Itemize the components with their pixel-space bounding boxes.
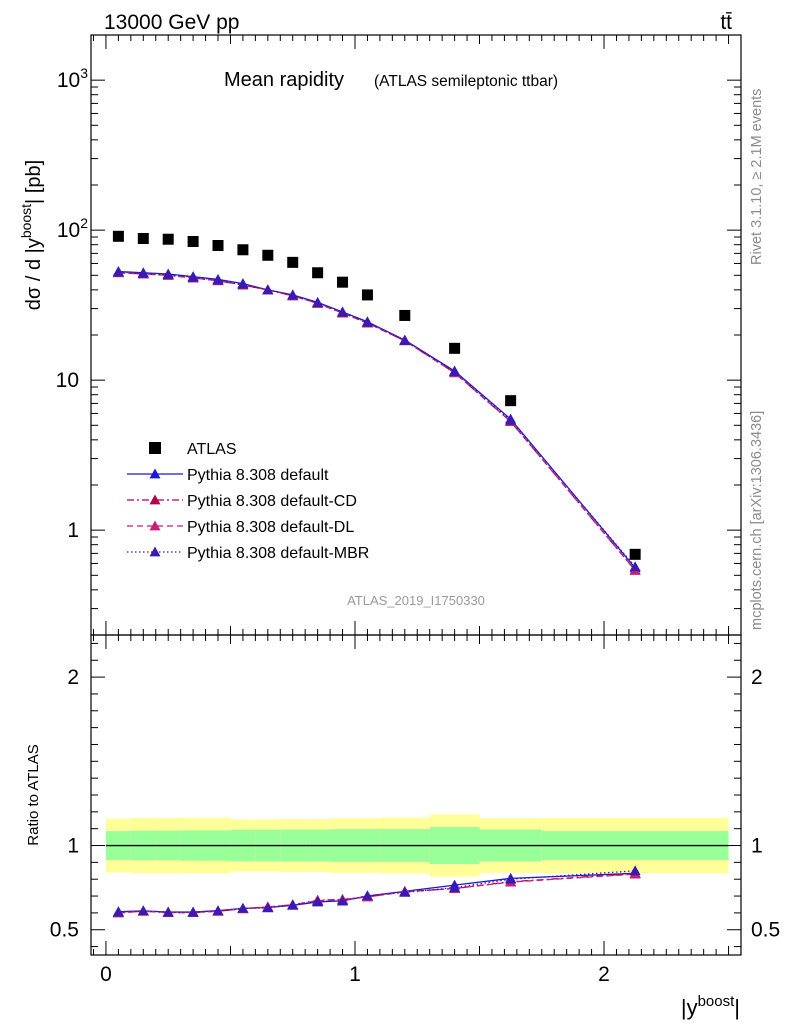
main-y-tick-label: 103 [57, 65, 88, 92]
ratio-series-3-marker [237, 902, 249, 913]
legend-marker-atlas [149, 442, 161, 454]
analysis-label: ATLAS_2019_I1750330 [347, 593, 485, 608]
legend: ATLAS Pythia 8.308 default Pythia 8.308 de… [127, 441, 369, 562]
atlas-data-point [187, 236, 199, 248]
atlas-data-point [629, 548, 641, 560]
chart-title: Mean rapidity [224, 69, 344, 91]
x-tick-label: 2 [598, 963, 610, 986]
ratio-series-3-marker [112, 906, 124, 917]
ratio-series-3-marker [337, 895, 349, 906]
main-y-tick-label: 102 [57, 215, 88, 242]
main-series-4-marker [237, 278, 249, 289]
ratio-y-tick-label-right: 1 [751, 835, 763, 858]
atlas-data-point [137, 232, 149, 244]
legend-marker [149, 520, 161, 531]
ratio-y-tick-label-right: 2 [751, 666, 763, 689]
axis-ticks [91, 34, 742, 955]
x-tick-label: 1 [349, 963, 361, 986]
energy-label: 13000 GeV pp [104, 11, 239, 34]
ratio-plot-frame [90, 634, 742, 956]
chart-subtitle: (ATLAS semileptonic ttbar) [374, 73, 558, 90]
atlas-data-point [312, 267, 324, 279]
ratio-y-tick-label-left: 2 [67, 666, 79, 689]
main-series-4-marker [287, 289, 299, 300]
legend-label: Pythia 8.308 default-MBR [187, 545, 369, 562]
legend-label: Pythia 8.308 default-DL [187, 519, 354, 536]
main-y-axis-label: dσ / d |yboost| [pb] [18, 160, 45, 310]
main-series-4-marker [162, 269, 174, 280]
axis-tick-labels: 1 10 102 103 0.5 0.5 1 1 2 2 0 1 2 [50, 65, 780, 986]
x-axis-label: |yboost| [681, 993, 740, 1020]
atlas-data-point [287, 256, 299, 268]
ratio-series-3-marker [262, 902, 274, 913]
main-series-markers [112, 230, 641, 575]
ratio-series-3-marker [187, 906, 199, 917]
main-series-4-marker [212, 274, 224, 285]
x-tick-label: 0 [100, 963, 112, 986]
main-series-4-marker [337, 306, 349, 317]
main-series-4-marker [449, 366, 461, 377]
main-y-tick-label: 10 [56, 369, 79, 392]
ratio-series-3-marker [137, 905, 149, 916]
ratio-y-tick-label-left: 0.5 [50, 919, 79, 942]
ratio-series-3-marker [399, 886, 411, 897]
ratio-y-tick-label-right: 0.5 [751, 919, 780, 942]
mcplots-label: mcplots.cern.ch [arXiv:1306.3436] [749, 411, 765, 630]
legend-marker [149, 468, 161, 479]
rivet-version-label: Rivet 3.1.10, ≥ 2.1M events [749, 89, 765, 265]
ratio-series-lines [112, 865, 641, 918]
atlas-data-point [162, 233, 174, 245]
ratio-series-3-marker [162, 906, 174, 917]
atlas-data-point [449, 342, 461, 354]
atlas-data-point [212, 240, 224, 252]
ratio-series-3-marker [212, 905, 224, 916]
main-series-4-marker [187, 271, 199, 282]
main-series-4-marker [399, 334, 411, 345]
atlas-data-point [505, 395, 517, 407]
legend-label: ATLAS [187, 441, 237, 458]
main-series-4-marker [262, 284, 274, 295]
main-series-4-marker [629, 561, 641, 572]
ratio-series-2-line [118, 873, 636, 914]
ratio-series-3-marker [361, 890, 373, 901]
main-y-tick-label: 1 [67, 519, 79, 542]
ratio-series-3-marker [449, 882, 461, 893]
ratio-y-axis-label: Ratio to ATLAS [25, 744, 42, 845]
main-series-4-marker [361, 316, 373, 327]
ratio-series-3-line [118, 870, 636, 913]
ratio-series-3-marker [312, 895, 324, 906]
atlas-data-point [361, 289, 373, 301]
main-series-4-marker [505, 414, 517, 425]
atlas-data-point [337, 276, 349, 288]
legend-label: Pythia 8.308 default-CD [187, 493, 357, 510]
atlas-data-point [399, 309, 411, 321]
ratio-series-3-marker [629, 865, 641, 876]
process-label: tt̄ [720, 11, 732, 34]
legend-label: Pythia 8.308 default [187, 467, 329, 484]
atlas-data-point [237, 244, 249, 256]
main-series-4-marker [137, 267, 149, 278]
ratio-uncertainty-bands [105, 814, 729, 877]
main-series-4-marker [312, 297, 324, 308]
legend-marker [149, 494, 161, 505]
atlas-data-point [262, 249, 274, 261]
main-series-4-marker [112, 266, 124, 277]
legend-marker [149, 546, 161, 557]
atlas-data-point [112, 230, 124, 242]
ratio-series-3-marker [505, 873, 517, 884]
ratio-y-tick-label-left: 1 [67, 835, 79, 858]
ratio-series-3-marker [287, 899, 299, 910]
